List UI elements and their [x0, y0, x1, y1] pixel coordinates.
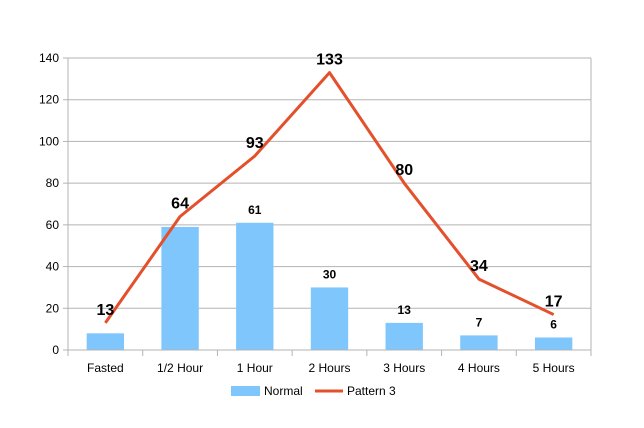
y-tick-label: 100 [39, 134, 59, 148]
bar [534, 337, 573, 350]
line-data-label: 93 [246, 135, 264, 152]
legend: Normal Pattern 3 [231, 384, 396, 398]
x-tick-label: 4 Hours [458, 361, 500, 375]
y-tick-label: 140 [39, 51, 59, 65]
x-tick-label: 5 Hours [533, 361, 575, 375]
bar [385, 322, 423, 350]
bar [86, 333, 125, 350]
x-axis: Fasted 1/2 Hour 1 Hour 2 Hours 3 Hours 4 Hour… [67, 349, 592, 375]
x-tick-label: 1/2 Hour [157, 361, 203, 375]
legend-swatch-normal [231, 386, 260, 396]
bar [460, 335, 498, 350]
x-tick-label: 3 Hours [383, 361, 425, 375]
line-data-label: 64 [171, 196, 189, 213]
bar [310, 287, 349, 350]
y-tick-label: 0 [52, 343, 59, 357]
bar-data-label: 7 [476, 315, 483, 329]
y-axis: 0 20 40 60 80 100 120 140 [39, 51, 69, 357]
line-data-labels: 13 64 93 133 80 34 17 [96, 52, 562, 319]
line-data-label: 17 [545, 294, 563, 311]
line-data-label: 13 [96, 302, 114, 319]
legend-label-normal: Normal [264, 384, 303, 398]
x-tick-label: 1 Hour [237, 361, 273, 375]
bar [161, 226, 199, 350]
y-tick-label: 40 [46, 260, 60, 274]
x-tick-label: 2 Hours [308, 361, 350, 375]
bar-data-label: 61 [248, 203, 262, 217]
bar-data-label: 6 [550, 317, 557, 331]
line-series [104, 71, 555, 324]
bar-data-label: 13 [398, 303, 412, 317]
y-tick-label: 20 [46, 301, 60, 315]
line-data-label: 133 [316, 52, 343, 69]
bar-data-label: 30 [323, 267, 337, 281]
x-tick-label: Fasted [87, 361, 124, 375]
bar [236, 222, 274, 350]
y-tick-label: 80 [46, 176, 60, 190]
gridlines [68, 57, 592, 350]
line-data-label: 80 [395, 162, 413, 179]
legend-label-pattern-3: Pattern 3 [347, 384, 396, 398]
y-tick-label: 120 [39, 93, 59, 107]
y-tick-label: 60 [46, 218, 60, 232]
bar-data-labels: 61 30 13 7 6 [248, 203, 557, 332]
bar-series [86, 222, 573, 350]
line-data-label: 34 [470, 258, 488, 275]
